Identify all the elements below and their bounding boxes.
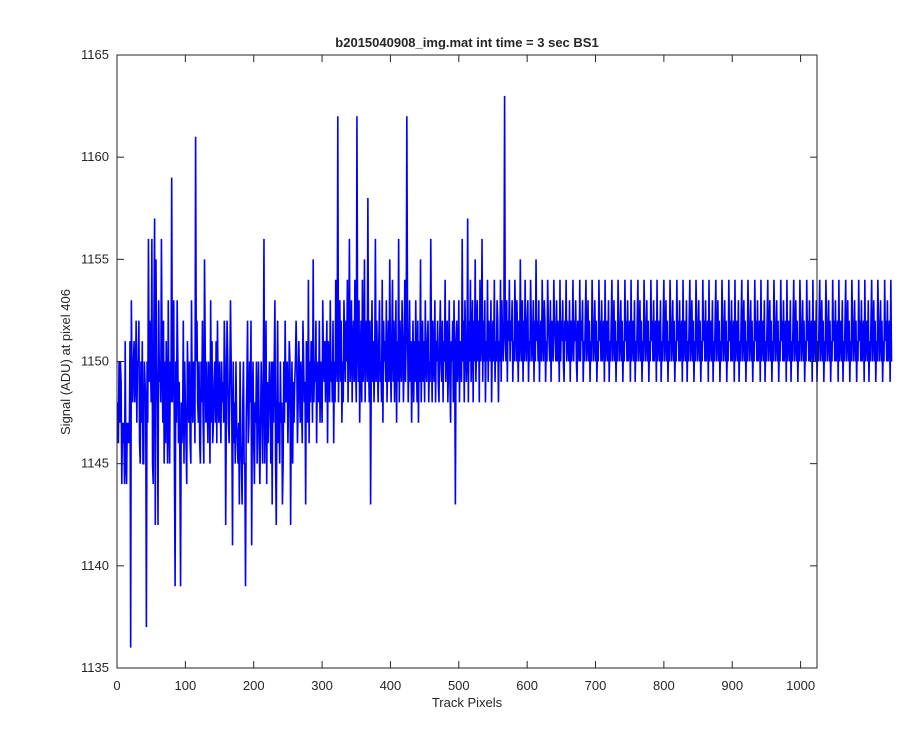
y-tick-label: 1135 bbox=[81, 660, 109, 675]
x-tick-label: 300 bbox=[311, 678, 333, 693]
y-tick-label: 1145 bbox=[81, 456, 109, 471]
y-axis-label: Signal (ADU) at pixel 406 bbox=[58, 289, 73, 435]
y-tick-label: 1155 bbox=[81, 251, 109, 266]
x-tick-label: 900 bbox=[721, 678, 743, 693]
y-tick-label: 1150 bbox=[81, 354, 109, 369]
x-tick-label: 600 bbox=[516, 678, 538, 693]
plot-area bbox=[116, 54, 893, 669]
x-tick-label: 100 bbox=[175, 678, 197, 693]
x-axis-label: Track Pixels bbox=[432, 695, 503, 710]
x-tick-label: 400 bbox=[380, 678, 402, 693]
x-tick-label: 1000 bbox=[786, 678, 815, 693]
x-tick-label: 500 bbox=[448, 678, 470, 693]
y-tick-label: 1165 bbox=[81, 47, 109, 62]
x-tick-label: 200 bbox=[243, 678, 265, 693]
x-tick-label: 800 bbox=[653, 678, 675, 693]
x-tick-label: 700 bbox=[585, 678, 607, 693]
y-tick-label: 1160 bbox=[81, 149, 109, 164]
x-tick-label: 0 bbox=[113, 678, 120, 693]
chart-title: b2015040908_img.mat int time = 3 sec BS1 bbox=[335, 35, 598, 50]
y-axis-ticks: 1135 1140 1145 1150 1155 1160 1165 bbox=[81, 47, 817, 675]
y-tick-label: 1140 bbox=[81, 558, 109, 573]
x-axis-ticks: 0 100 200 300 400 500 600 700 800 900 1000 bbox=[113, 55, 815, 693]
series-line-0 bbox=[116, 95, 893, 648]
